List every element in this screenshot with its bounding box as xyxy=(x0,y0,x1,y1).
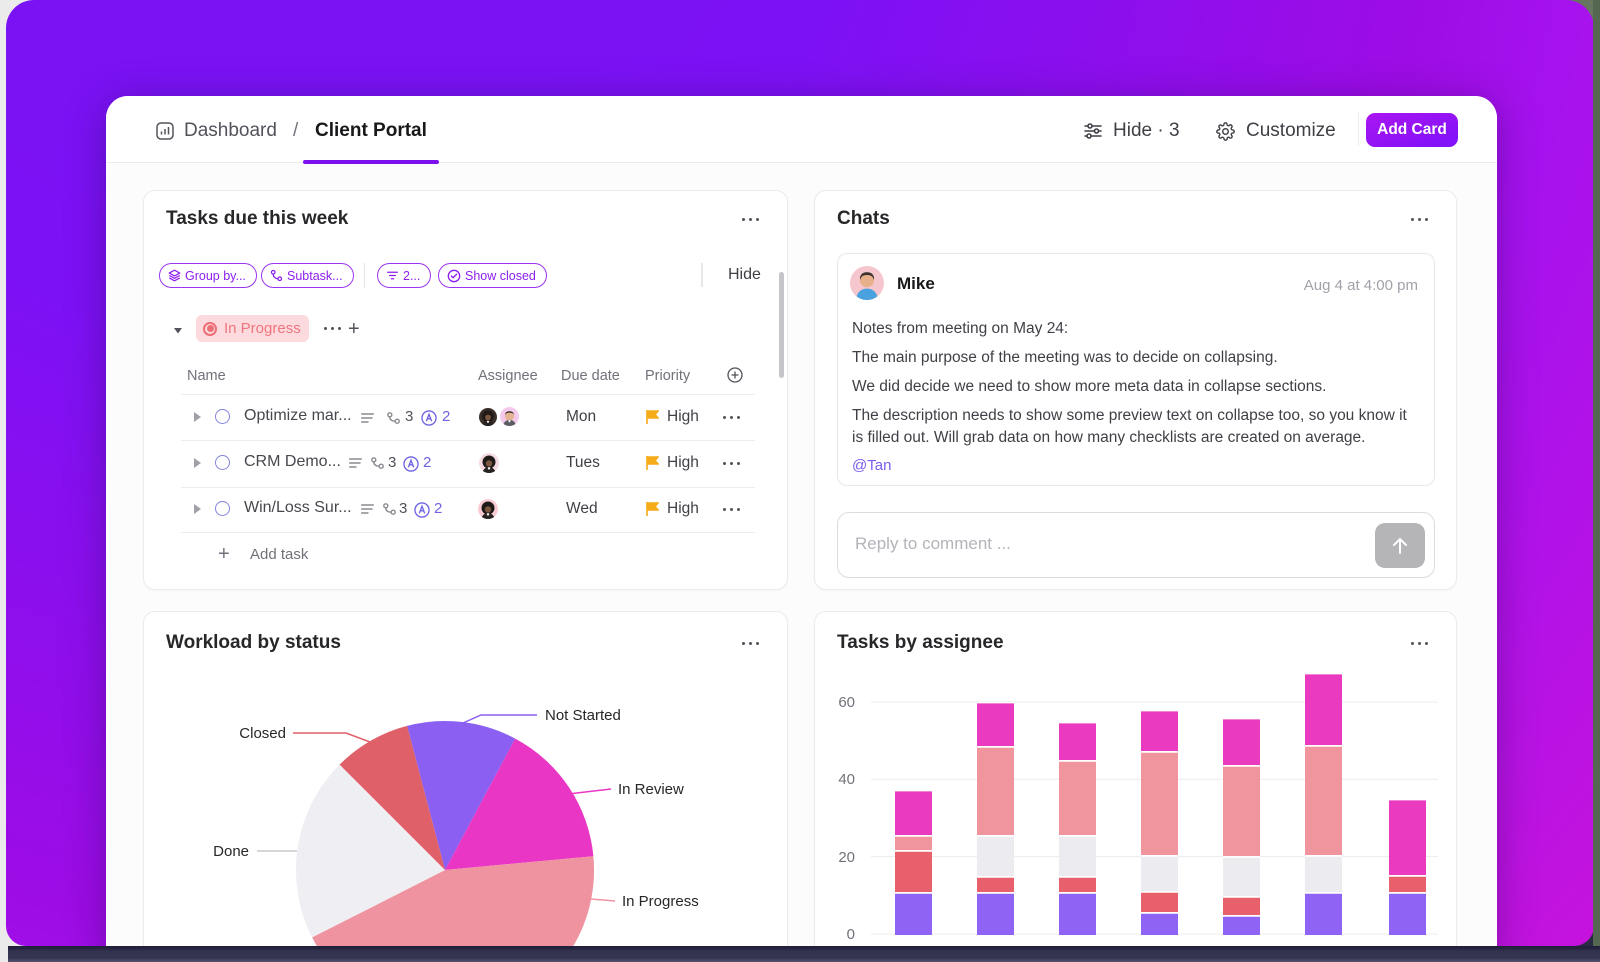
svg-text:In Progress: In Progress xyxy=(622,893,699,910)
svg-text:60: 60 xyxy=(838,694,855,711)
svg-text:In Review: In Review xyxy=(618,781,684,798)
svg-text:Closed: Closed xyxy=(239,725,286,742)
svg-text:Not Started: Not Started xyxy=(545,707,621,724)
svg-text:Done: Done xyxy=(213,843,249,860)
svg-text:0: 0 xyxy=(847,926,855,943)
svg-text:20: 20 xyxy=(838,849,855,866)
svg-text:40: 40 xyxy=(838,771,855,788)
